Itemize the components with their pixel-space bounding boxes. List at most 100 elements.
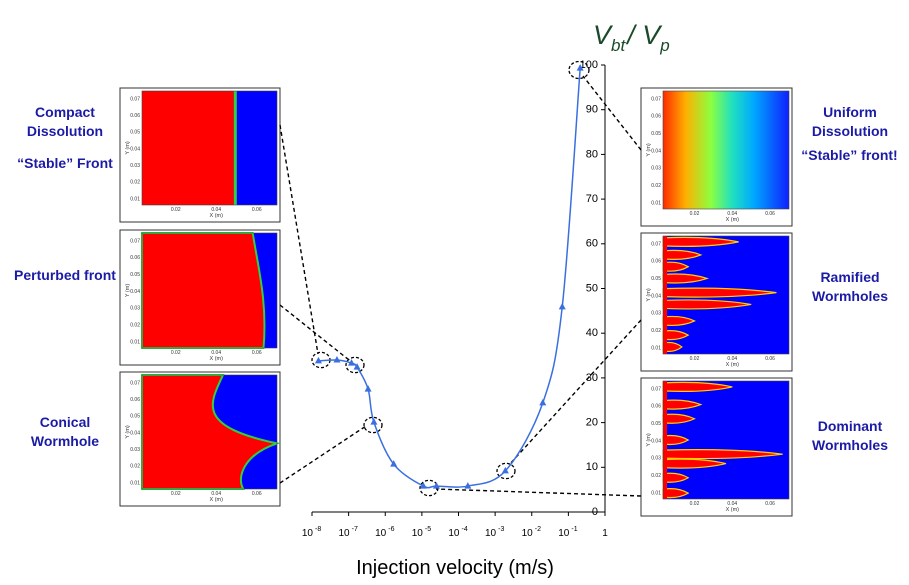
inset-x-tick-label: 0.04 bbox=[211, 350, 221, 356]
data-point bbox=[539, 398, 547, 406]
inset-x-tick-label: 0.06 bbox=[765, 356, 775, 362]
data-point bbox=[364, 385, 372, 392]
annotation-line: Uniform bbox=[823, 104, 877, 120]
x-tick-exponent: -1 bbox=[571, 526, 577, 533]
data-point bbox=[558, 302, 566, 310]
annotation-line: Wormholes bbox=[812, 288, 888, 304]
inset-y-tick-label: 0.06 bbox=[130, 397, 140, 403]
inset-finger bbox=[662, 449, 783, 460]
inset-finger bbox=[662, 299, 752, 310]
inset-y-tick-label: 0.01 bbox=[130, 480, 140, 486]
annotation-line: Dissolution bbox=[26, 123, 104, 139]
data-point bbox=[314, 356, 322, 364]
annotation-line: Compact bbox=[35, 104, 95, 120]
inset-y-label: Y (m) bbox=[125, 141, 131, 155]
inset-x-label: X (m) bbox=[210, 497, 224, 503]
title-part: p bbox=[659, 36, 669, 55]
annotation-line: “Stable” Front bbox=[17, 155, 113, 171]
x-tick-exponent: -8 bbox=[315, 526, 321, 533]
inset-y-tick-label: 0.03 bbox=[651, 311, 661, 317]
inset-x-tick-label: 0.02 bbox=[171, 350, 181, 356]
data-point bbox=[419, 482, 427, 489]
inset-y-tick-label: 0.04 bbox=[651, 148, 661, 154]
inset-x-tick-label: 0.04 bbox=[727, 356, 737, 362]
connector bbox=[279, 124, 319, 355]
inset-x-label: X (m) bbox=[210, 213, 224, 219]
inset-y-tick-label: 0.05 bbox=[130, 272, 140, 278]
y-tick-label: 0 bbox=[592, 506, 598, 518]
connector bbox=[508, 319, 642, 466]
x-tick-label: 10 bbox=[485, 528, 497, 539]
inset-x-tick-label: 0.04 bbox=[727, 211, 737, 217]
inset-finger bbox=[662, 236, 739, 247]
inset-image bbox=[663, 91, 789, 209]
title-part: / V bbox=[625, 20, 663, 50]
y-tick-label: 40 bbox=[586, 327, 598, 339]
annotation-line: Dominant bbox=[817, 418, 883, 434]
inset-x-tick-label: 0.04 bbox=[211, 491, 221, 497]
inset-x-tick-label: 0.04 bbox=[211, 207, 221, 213]
inset-y-tick-label: 0.05 bbox=[130, 414, 140, 420]
x-tick-label: 10 bbox=[375, 528, 387, 539]
inset-x-tick-label: 0.06 bbox=[252, 350, 262, 356]
inset-x-label: X (m) bbox=[210, 356, 224, 362]
x-tick-label: 1 bbox=[602, 528, 608, 539]
data-point bbox=[464, 482, 472, 489]
inset-finger bbox=[662, 399, 703, 410]
inset-finger bbox=[662, 330, 690, 341]
inset-y-tick-label: 0.06 bbox=[130, 255, 140, 261]
inset-y-tick-label: 0.02 bbox=[130, 180, 140, 186]
inset-y-tick-label: 0.07 bbox=[130, 380, 140, 386]
data-point bbox=[348, 359, 356, 366]
inset-y-tick-label: 0.01 bbox=[651, 200, 661, 206]
inset-y-tick-label: 0.03 bbox=[130, 447, 140, 453]
highlight-circle bbox=[568, 60, 590, 80]
annotation: Conical Wormhole bbox=[10, 413, 120, 451]
connector bbox=[435, 488, 642, 497]
inset-x-tick-label: 0.06 bbox=[252, 207, 262, 213]
inset-x-tick-label: 0.06 bbox=[765, 501, 775, 507]
x-tick-label: 10 bbox=[448, 528, 460, 539]
inset-y-tick-label: 0.07 bbox=[651, 241, 661, 247]
inset-y-tick-label: 0.07 bbox=[130, 96, 140, 102]
connector bbox=[279, 304, 350, 361]
inset-y-tick-label: 0.02 bbox=[130, 464, 140, 470]
inset-y-tick-label: 0.02 bbox=[651, 328, 661, 334]
inset-x-tick-label: 0.02 bbox=[171, 207, 181, 213]
inset-plot-frame bbox=[662, 235, 790, 355]
connector bbox=[582, 75, 642, 151]
inset-image bbox=[662, 236, 789, 354]
y-tick-label: 20 bbox=[586, 417, 598, 429]
inset-y-tick-label: 0.05 bbox=[651, 276, 661, 282]
inset-region bbox=[663, 381, 667, 499]
inset-finger bbox=[662, 413, 696, 424]
annotation-line: “Stable” front! bbox=[801, 147, 898, 163]
inset-region bbox=[663, 236, 667, 354]
inset-y-tick-label: 0.07 bbox=[651, 96, 661, 102]
annotation: Perturbed front bbox=[5, 266, 125, 285]
inset-y-tick-label: 0.05 bbox=[130, 130, 140, 136]
inset-y-tick-label: 0.07 bbox=[651, 386, 661, 392]
inset-region bbox=[233, 91, 237, 205]
annotation: Compact Dissolution bbox=[10, 103, 120, 141]
x-tick-label: 10 bbox=[302, 528, 314, 539]
inset-finger bbox=[662, 287, 777, 298]
x-axis-label: Injection velocity (m/s) bbox=[356, 557, 554, 579]
inset-y-tick-label: 0.04 bbox=[130, 430, 140, 436]
inset-y-tick-label: 0.06 bbox=[651, 114, 661, 120]
x-tick-label: 10 bbox=[522, 528, 534, 539]
annotation: Uniform Dissolution bbox=[795, 103, 905, 141]
y-tick-label: 70 bbox=[586, 193, 598, 205]
inset-finger bbox=[662, 315, 696, 327]
inset-x-tick-label: 0.06 bbox=[252, 491, 262, 497]
inset-finger bbox=[662, 273, 709, 284]
data-point bbox=[501, 466, 509, 474]
annotation-line: Wormholes bbox=[812, 437, 888, 453]
inset-finger bbox=[662, 458, 727, 469]
inset-image bbox=[142, 91, 277, 205]
x-tick-label: 10 bbox=[412, 528, 424, 539]
inset-y-tick-label: 0.07 bbox=[130, 238, 140, 244]
inset-y-tick-label: 0.05 bbox=[651, 421, 661, 427]
